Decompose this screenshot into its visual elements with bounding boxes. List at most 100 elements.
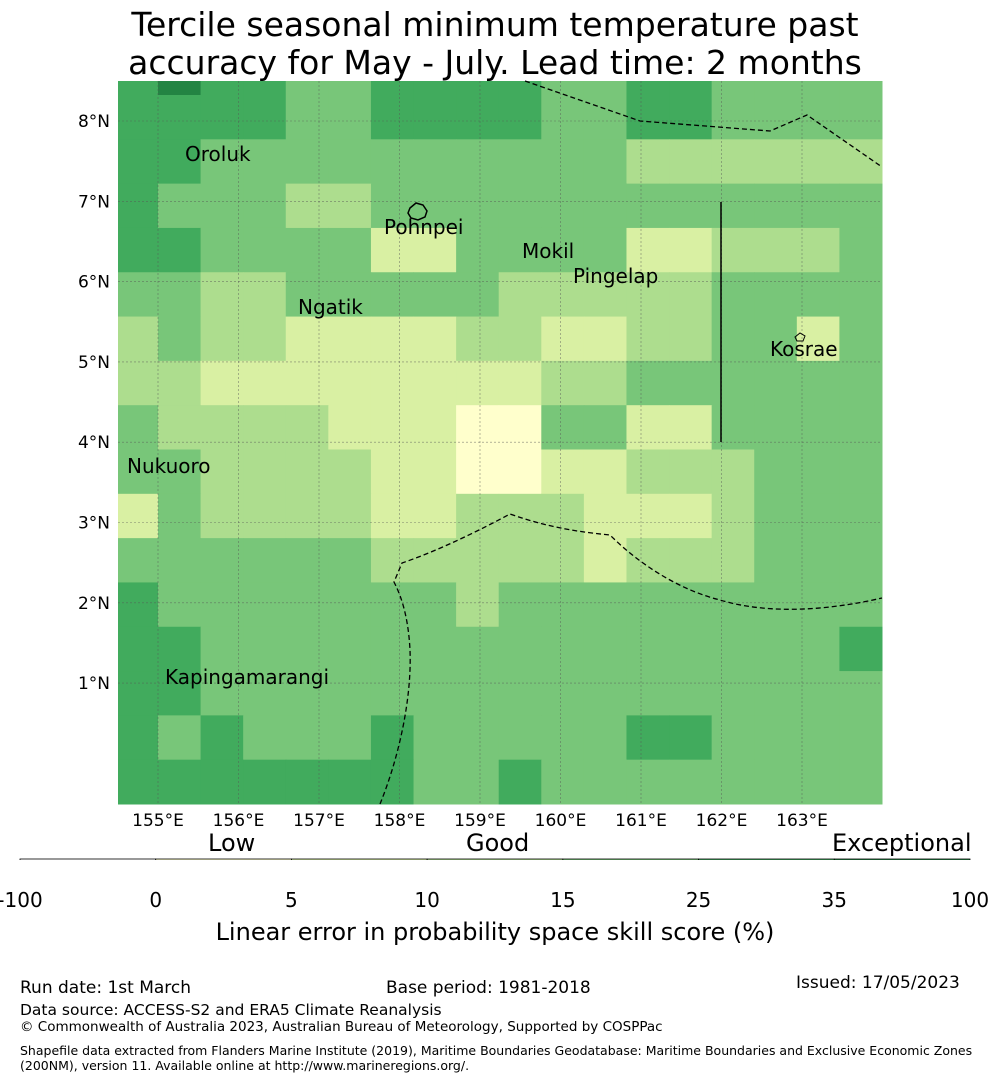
grid-cell [711, 95, 755, 140]
place-kosrae: Kosrae [770, 337, 838, 361]
colorbar-segment [562, 858, 699, 860]
grid-cell [669, 405, 713, 450]
grid-cell [669, 449, 713, 495]
grid-cell [243, 538, 287, 583]
grid-cell [839, 493, 883, 539]
grid-cell [498, 316, 542, 362]
grid-cell [754, 183, 798, 229]
grid-cell [711, 582, 755, 628]
grid-cell [498, 671, 542, 716]
grid-cell [498, 405, 542, 450]
grid-cell [370, 183, 415, 229]
grid-cell [796, 759, 840, 805]
grid-cell [158, 671, 202, 716]
grid-cell [158, 759, 202, 805]
grid-cell [328, 405, 372, 450]
grid-cell [711, 272, 755, 318]
grid-cell [118, 715, 159, 761]
grid-cell [243, 493, 287, 539]
grid-cell [118, 272, 159, 318]
longitude-label: 161°E [615, 811, 667, 831]
title-line-1: Tercile seasonal minimum temperature pas… [131, 5, 859, 44]
grid-cell [370, 405, 415, 450]
grid-cell [839, 139, 883, 185]
grid-cell [541, 626, 585, 672]
place-oroluk: Oroluk [185, 142, 251, 166]
grid-cell [118, 493, 159, 539]
grid-cell [839, 227, 883, 273]
grid-cell [158, 272, 202, 318]
grid-cell [796, 582, 840, 628]
shapefile-credit-1: Shapefile data extracted from Flanders M… [20, 1043, 973, 1058]
grid-cell [370, 538, 415, 583]
grid-cell [669, 139, 713, 185]
grid-cell [796, 538, 840, 583]
grid-cell [498, 538, 542, 583]
grid-cell [413, 405, 457, 450]
grid-cell [796, 81, 840, 96]
colorbar-segment [833, 858, 971, 860]
grid-cell [158, 715, 202, 761]
latitude-label: 2°N [78, 594, 110, 614]
grid-cell [669, 759, 713, 805]
category-exceptional: Exceptional [832, 829, 972, 857]
grid-cell [200, 449, 244, 495]
grid-cell [669, 227, 713, 273]
grid-cell [200, 139, 244, 185]
grid-cell [541, 272, 585, 318]
grid-cell [796, 360, 840, 406]
pohnpei-island [407, 202, 428, 221]
grid-cell [370, 139, 415, 185]
grid-cell [158, 449, 202, 495]
grid-cell [456, 139, 500, 185]
grid-cell [498, 759, 542, 805]
place-ngatik: Ngatik [298, 295, 363, 319]
colorbar-tick: 25 [685, 888, 712, 912]
grid-cell [498, 139, 542, 185]
grid-cell [626, 405, 670, 450]
grid-cell [456, 95, 500, 140]
grid-cell [669, 538, 713, 583]
grid-cell [200, 272, 244, 318]
grid-cell [370, 626, 415, 672]
grid-cell [456, 183, 500, 229]
grid-cell [583, 227, 627, 273]
grid-cell [754, 272, 798, 318]
data-source: Data source: ACCESS-S2 and ERA5 Climate … [20, 1001, 442, 1019]
grid-cell [328, 227, 372, 273]
grid-cell [158, 493, 202, 539]
grid-cell [200, 626, 244, 672]
grid-cell [796, 715, 840, 761]
grid-cell [583, 449, 627, 495]
grid-cell [413, 95, 457, 140]
grid-cell [243, 671, 287, 716]
longitude-labels: 155°E 156°E 157°E 158°E 159°E 160°E 161°E 162°E… [132, 811, 828, 831]
grid-cell [456, 449, 500, 495]
grid-cell [370, 81, 415, 96]
grid-cell [583, 538, 627, 583]
colorbar-tick: 15 [550, 888, 576, 912]
category-low: Low [208, 829, 256, 857]
place-mokil: Mokil [522, 239, 574, 263]
grid-cell [796, 139, 840, 185]
grid-cell [370, 449, 415, 495]
grid-cell [158, 183, 202, 229]
title-line-2: accuracy for May - July. Lead time: 2 mo… [128, 43, 862, 82]
grid-cell [796, 449, 840, 495]
place-kapingamarangi: Kapingamarangi [165, 665, 329, 689]
grid-cell [711, 139, 755, 185]
grid-cell [413, 759, 457, 805]
grid-cell [118, 671, 159, 716]
grid-cell [839, 81, 883, 96]
grid-cell [796, 493, 840, 539]
grid-cell [839, 626, 883, 672]
grid-cell [370, 493, 415, 539]
grid-cell [583, 139, 627, 185]
grid-cell [626, 671, 670, 716]
grid-cell [328, 95, 372, 140]
grid-cell [328, 759, 372, 805]
grid-cell [583, 81, 627, 96]
grid-cell [200, 81, 244, 96]
grid-cell [456, 316, 500, 362]
longitude-label: 158°E [374, 811, 426, 831]
